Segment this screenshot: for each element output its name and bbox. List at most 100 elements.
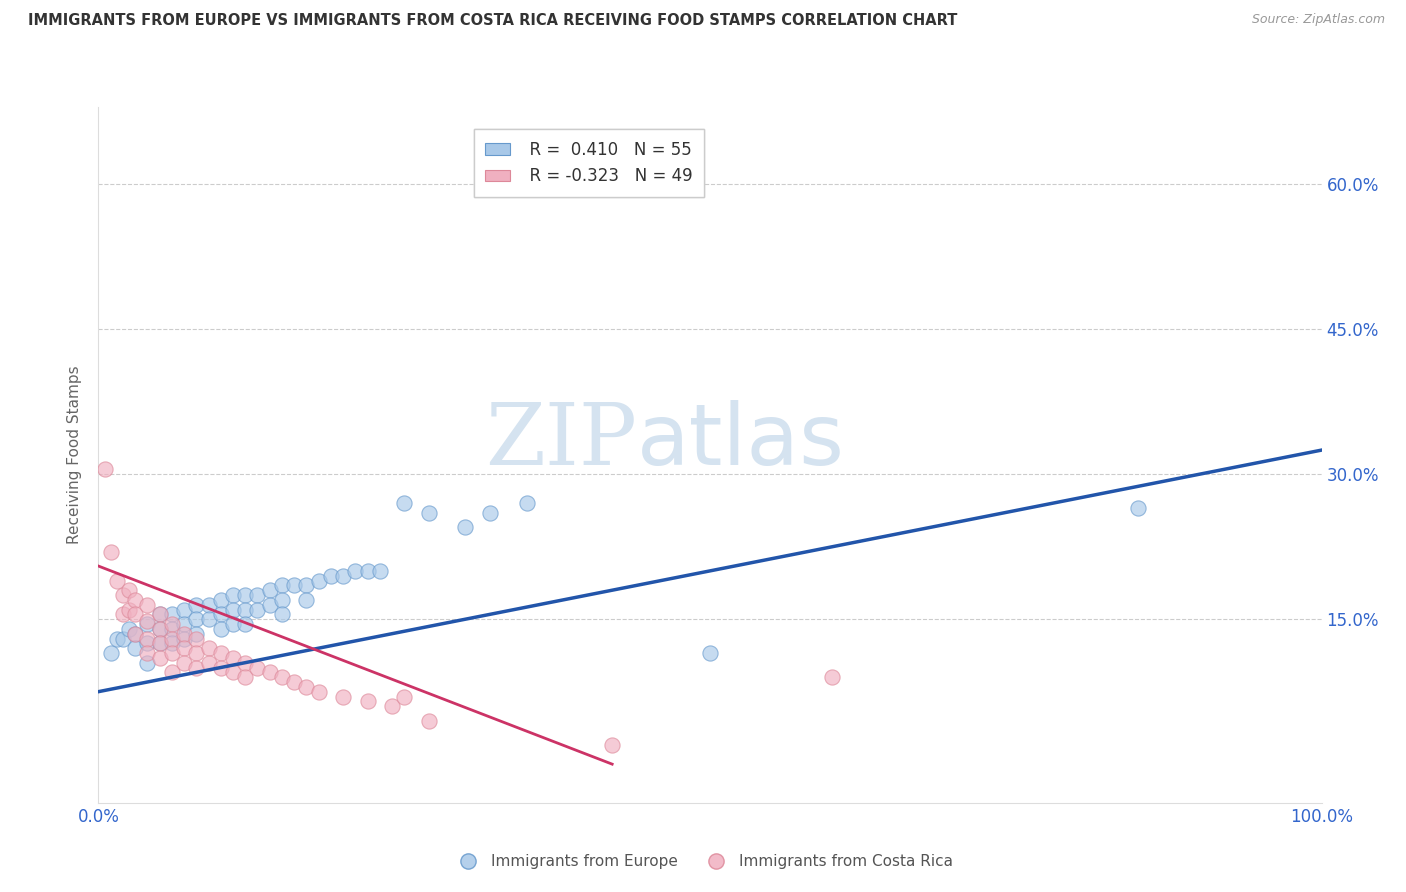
Point (246, 602, 269, 616)
Point (222, 665, 245, 680)
Point (332, 568, 354, 582)
Point (173, 626, 195, 640)
Point (186, 598, 208, 612)
Point (111, 632, 134, 646)
Point (319, 568, 342, 582)
Point (368, 564, 391, 578)
Point (454, 520, 477, 534)
Point (149, 636, 172, 650)
Legend:   R =  0.410   N = 55,   R = -0.323   N = 49: R = 0.410 N = 55, R = -0.323 N = 49 (474, 129, 704, 197)
Point (197, 641, 219, 656)
Point (124, 626, 146, 640)
Point (515, 496, 537, 510)
Point (173, 641, 195, 656)
Point (233, 656, 256, 670)
Point (160, 622, 183, 636)
Point (160, 636, 183, 650)
Point (173, 602, 195, 616)
Point (173, 617, 195, 632)
Point (209, 660, 232, 674)
Point (149, 607, 172, 622)
Point (149, 607, 172, 622)
Legend: Immigrants from Europe, Immigrants from Costa Rica: Immigrants from Europe, Immigrants from … (447, 848, 959, 875)
Point (233, 670, 256, 684)
Point (233, 588, 256, 602)
Point (118, 622, 141, 636)
Point (173, 632, 195, 646)
Point (392, 496, 416, 510)
Point (136, 646, 159, 660)
Point (295, 592, 318, 607)
Point (136, 632, 159, 646)
Point (270, 592, 294, 607)
Point (222, 617, 245, 632)
Point (259, 583, 281, 598)
Point (259, 665, 281, 680)
Point (100, 544, 122, 558)
Point (124, 626, 146, 640)
Point (381, 699, 404, 714)
Point (149, 622, 172, 636)
Point (186, 632, 208, 646)
Point (283, 675, 305, 690)
Point (160, 607, 183, 622)
Point (332, 690, 354, 704)
Point (136, 656, 159, 670)
Text: IMMIGRANTS FROM EUROPE VS IMMIGRANTS FROM COSTA RICA RECEIVING FOOD STAMPS CORRE: IMMIGRANTS FROM EUROPE VS IMMIGRANTS FRO… (28, 13, 957, 29)
Point (233, 617, 256, 632)
Point (149, 622, 172, 636)
Point (149, 651, 172, 665)
Point (308, 684, 330, 698)
Point (270, 578, 294, 592)
Point (209, 622, 232, 636)
Y-axis label: Receiving Food Stamps: Receiving Food Stamps (67, 366, 83, 544)
Point (478, 506, 501, 520)
Point (222, 651, 245, 665)
Point (259, 598, 281, 612)
Point (105, 574, 128, 588)
Point (111, 588, 134, 602)
Point (124, 592, 146, 607)
Point (270, 607, 294, 622)
Point (136, 614, 159, 628)
Point (344, 564, 367, 578)
Point (136, 636, 159, 650)
Point (418, 714, 440, 728)
Point (418, 506, 440, 520)
Point (821, 670, 844, 684)
Point (124, 641, 146, 656)
Point (270, 670, 294, 684)
Point (186, 660, 208, 674)
Point (160, 617, 183, 632)
Point (136, 617, 159, 632)
Point (186, 612, 208, 626)
Point (105, 632, 128, 646)
Point (308, 574, 330, 588)
Point (160, 665, 183, 680)
Point (118, 602, 141, 616)
Point (356, 694, 378, 708)
Point (186, 646, 208, 660)
Point (197, 612, 219, 626)
Point (93, 462, 115, 476)
Point (160, 646, 183, 660)
Point (295, 578, 318, 592)
Point (209, 592, 232, 607)
Point (186, 626, 208, 640)
Point (222, 602, 245, 616)
Point (118, 583, 141, 598)
Text: atlas: atlas (637, 400, 845, 483)
Point (600, 738, 623, 752)
Point (295, 680, 318, 694)
Point (392, 690, 416, 704)
Point (222, 588, 245, 602)
Point (233, 602, 256, 616)
Point (209, 607, 232, 622)
Point (246, 588, 269, 602)
Text: Source: ZipAtlas.com: Source: ZipAtlas.com (1251, 13, 1385, 27)
Point (356, 564, 378, 578)
Point (209, 646, 232, 660)
Point (160, 632, 183, 646)
Point (1128, 501, 1150, 516)
Point (197, 598, 219, 612)
